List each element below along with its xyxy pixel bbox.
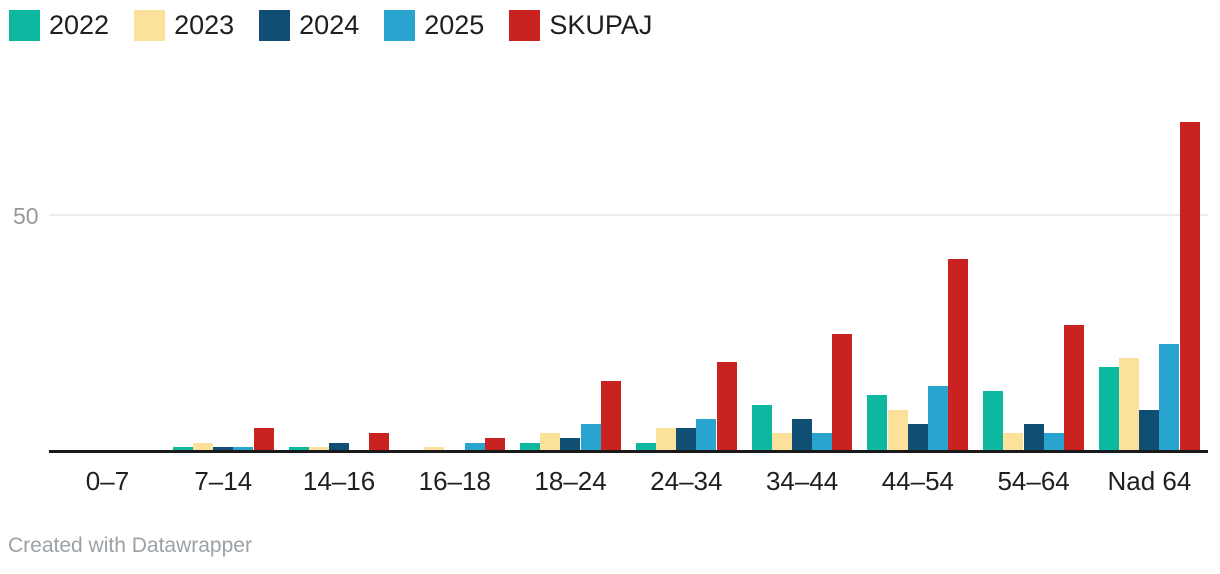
- bar-2023: [308, 447, 329, 452]
- bar-group-34–44: [751, 334, 853, 452]
- bar-2025: [233, 447, 254, 452]
- legend-item-2022: 2022: [9, 10, 109, 41]
- legend-swatch-icon: [259, 10, 291, 41]
- legend-swatch-icon: [509, 10, 541, 41]
- bar-2023: [656, 428, 677, 452]
- x-axis-label: 18–24: [534, 466, 607, 496]
- bar-2025: [927, 386, 948, 452]
- bar-skupaj: [1063, 325, 1084, 452]
- bar-2025: [696, 419, 717, 452]
- x-axis-label: 7–14: [194, 466, 253, 496]
- gridline-50: [49, 214, 1208, 216]
- legend-label: SKUPAJ: [549, 10, 653, 40]
- bar-2025: [464, 443, 485, 452]
- bar-2023: [540, 433, 561, 452]
- bar-skupaj: [716, 362, 737, 452]
- bar-group-7–14: [172, 428, 274, 452]
- datawrapper-credit: Created with Datawrapper: [8, 534, 252, 557]
- bar-2024: [1023, 424, 1044, 452]
- bars-container: [49, 75, 1208, 452]
- bar-2022: [288, 447, 309, 452]
- chart-legend: 2022 2023 2024 2025 SKUPAJ: [9, 10, 677, 41]
- bar-2022: [983, 391, 1004, 452]
- bar-2023: [887, 410, 908, 452]
- bar-2022: [172, 447, 193, 452]
- x-axis-line: [49, 450, 1208, 453]
- legend-item-skupaj: SKUPAJ: [509, 10, 652, 41]
- bar-2023: [424, 447, 445, 452]
- bar-2025: [580, 424, 601, 452]
- legend-item-2024: 2024: [259, 10, 359, 41]
- bar-2024: [1139, 410, 1160, 452]
- legend-label: 2023: [174, 10, 235, 40]
- bar-2025: [812, 433, 833, 452]
- bar-skupaj: [485, 438, 506, 452]
- legend-item-2025: 2025: [384, 10, 484, 41]
- x-axis-label: 34–44: [765, 466, 839, 496]
- bar-skupaj: [832, 334, 853, 452]
- bar-2024: [791, 419, 812, 452]
- x-axis-label: 54–64: [997, 466, 1070, 496]
- legend-label: 2024: [299, 10, 360, 40]
- bar-group-44–54: [867, 259, 969, 452]
- bar-2022: [520, 443, 541, 452]
- x-axis-label: 44–54: [881, 466, 955, 496]
- bar-2022: [751, 405, 772, 452]
- bar-2022: [635, 443, 656, 452]
- bar-2024: [907, 424, 928, 452]
- bar-group-54–64: [983, 325, 1084, 452]
- plot-area: 50 0–7 7–14 14–16 16–18 18–24 24–34 34–44 44–54…: [13, 75, 1208, 496]
- bar-2022: [1098, 367, 1119, 452]
- bar-group-18–24: [520, 381, 621, 452]
- bar-skupaj: [253, 428, 274, 452]
- bar-2024: [676, 428, 697, 452]
- x-axis-labels: 0–7 7–14 14–16 16–18 18–24 24–34 34–44 44–54 54–…: [49, 452, 1208, 497]
- bar-2024: [560, 438, 581, 452]
- bar-2023: [192, 443, 213, 452]
- legend-swatch-icon: [134, 10, 166, 41]
- bar-group-14–16: [288, 433, 390, 452]
- x-axis-label: 24–34: [650, 466, 723, 496]
- bar-2025: [1043, 433, 1064, 452]
- bar-2025: [1159, 344, 1180, 452]
- x-axis-label: 0–7: [85, 466, 130, 496]
- legend-label: 2025: [424, 10, 485, 40]
- bar-2023: [1119, 358, 1140, 452]
- x-axis-label: Nad 64: [1107, 466, 1192, 496]
- bar-group-16–18: [404, 438, 506, 452]
- bar-skupaj: [369, 433, 390, 452]
- legend-item-2023: 2023: [134, 10, 234, 41]
- bar-skupaj: [600, 381, 621, 452]
- bar-group-nad-64: [1098, 122, 1200, 452]
- legend-label: 2022: [49, 10, 110, 40]
- bar-skupaj: [1179, 122, 1200, 452]
- x-axis-label: 14–16: [302, 466, 376, 496]
- bar-2024: [328, 443, 349, 452]
- bar-2023: [1003, 433, 1024, 452]
- bar-2024: [213, 447, 234, 452]
- bar-skupaj: [948, 259, 969, 452]
- legend-swatch-icon: [384, 10, 416, 41]
- y-axis-tick-label: 50: [13, 203, 39, 229]
- legend-swatch-icon: [9, 10, 40, 41]
- bar-2023: [771, 433, 792, 452]
- x-axis-label: 16–18: [418, 466, 491, 496]
- bar-2022: [867, 395, 888, 452]
- bar-group-24–34: [635, 362, 737, 452]
